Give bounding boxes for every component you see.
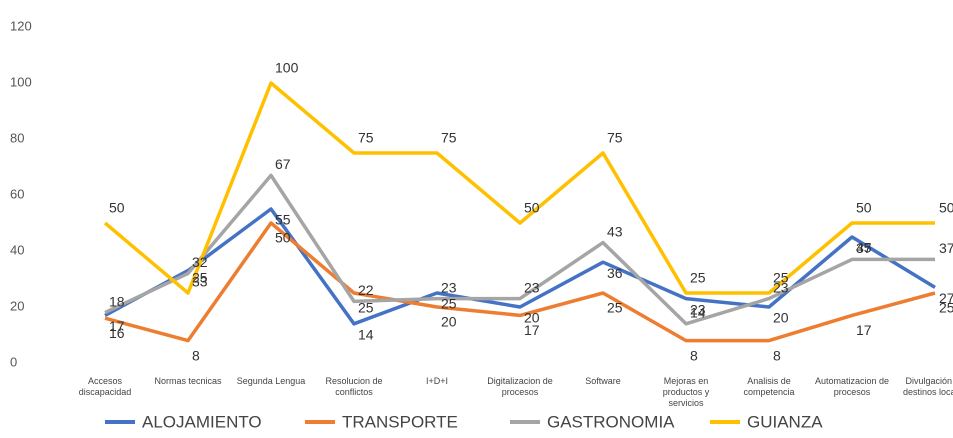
y-tick-label: 80 xyxy=(10,130,24,145)
data-label: 50 xyxy=(109,200,125,216)
x-tick-label: Mejoras en productos y servicios xyxy=(662,376,710,408)
x-tick-label: Accesos discapacidad xyxy=(78,376,132,397)
x-tick-label: Resolucion de conflictos xyxy=(325,376,383,397)
data-label: 8 xyxy=(192,347,200,363)
data-label: 27 xyxy=(939,290,953,306)
data-label: 75 xyxy=(607,130,623,146)
data-label: 50 xyxy=(856,200,872,216)
data-label: 55 xyxy=(275,212,291,228)
data-label: 25 xyxy=(939,300,953,316)
x-tick-label: Analisis de competencia xyxy=(743,376,795,397)
data-label: 33 xyxy=(192,273,208,289)
data-label: 14 xyxy=(690,305,706,321)
data-label: 75 xyxy=(441,130,457,146)
line xyxy=(104,173,935,326)
y-tick-label: 20 xyxy=(10,298,24,313)
line xyxy=(103,81,935,295)
data-label: 25 xyxy=(358,300,374,316)
data-label: 20 xyxy=(441,314,457,330)
y-tick-label: 60 xyxy=(10,186,24,201)
data-label: 18 xyxy=(109,293,125,309)
data-label: 20 xyxy=(524,310,540,326)
data-label: 22 xyxy=(358,282,374,298)
data-label: 25 xyxy=(441,296,457,312)
legend-label: GASTRONOMIA xyxy=(547,412,675,431)
data-label: 23 xyxy=(441,279,457,295)
data-label: 50 xyxy=(939,200,953,216)
data-label: 100 xyxy=(275,60,299,76)
data-label: 14 xyxy=(358,327,374,343)
data-label: 43 xyxy=(607,223,623,239)
x-tick-label: I+D+I xyxy=(425,376,448,386)
data-label: 17 xyxy=(856,322,872,338)
data-label: 17 xyxy=(109,318,125,334)
data-label: 32 xyxy=(192,254,208,270)
y-tick-label: 40 xyxy=(10,242,24,257)
x-tick-label: Normas tecnicas xyxy=(154,376,222,386)
data-label: 45 xyxy=(856,240,872,256)
data-label: 75 xyxy=(358,130,374,146)
data-label: 67 xyxy=(275,156,291,172)
x-tick-label: Divulgación de destinos locales xyxy=(902,376,953,397)
data-label: 25 xyxy=(607,300,623,316)
data-label: 17 xyxy=(524,322,540,338)
data-label: 23 xyxy=(524,279,540,295)
y-tick-label: 100 xyxy=(10,74,32,89)
data-label: 25 xyxy=(690,270,706,286)
data-label: 20 xyxy=(773,310,789,326)
data-label: 50 xyxy=(275,230,291,246)
data-label: 23 xyxy=(773,279,789,295)
legend-label: GUIANZA xyxy=(747,412,823,431)
data-label: 25 xyxy=(192,270,208,286)
y-tick-label: 120 xyxy=(10,18,32,33)
data-label: 16 xyxy=(109,325,125,341)
data-label: 36 xyxy=(607,265,623,281)
data-label: 25 xyxy=(773,270,789,286)
x-tick-label: Automatizacion de procesos xyxy=(814,376,890,397)
data-label: 8 xyxy=(773,347,781,363)
legend-label: ALOJAMIENTO xyxy=(142,412,262,431)
data-label: 50 xyxy=(524,200,540,216)
data-label: 23 xyxy=(690,301,706,317)
legend-label: TRANSPORTE xyxy=(342,412,458,431)
line xyxy=(104,221,936,343)
x-tick-label: Segunda Lengua xyxy=(236,376,306,386)
x-tick-label: Software xyxy=(585,376,621,386)
data-label: 37 xyxy=(939,240,953,256)
data-label: 8 xyxy=(690,347,698,363)
x-tick-label: Digitalizacion de procesos xyxy=(487,376,553,397)
y-tick-label: 0 xyxy=(10,354,17,369)
data-label: 37 xyxy=(856,240,872,256)
